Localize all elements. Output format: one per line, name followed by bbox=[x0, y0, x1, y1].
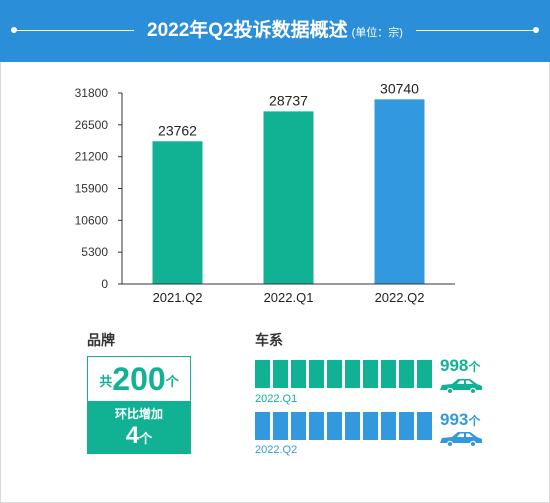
brand-total: 共200个 bbox=[88, 357, 190, 401]
series-count-q1: 998个 bbox=[440, 356, 480, 376]
x-tick-label: 2022.Q2 bbox=[375, 290, 425, 305]
brand-total-prefix: 共 bbox=[99, 374, 113, 389]
series-bar-segment bbox=[291, 360, 306, 388]
series-bar-segment bbox=[309, 412, 324, 440]
brand-change-value: 4 bbox=[125, 422, 140, 449]
x-tick-label: 2021.Q2 bbox=[153, 290, 203, 305]
bar-value-label: 30740 bbox=[380, 80, 419, 96]
series-section-title: 车系 bbox=[255, 332, 283, 348]
y-axis: 0 5300 10600 15900 21200 26500 31800 bbox=[75, 86, 123, 291]
car-icon bbox=[440, 432, 482, 448]
series-count-q1-value: 998 bbox=[440, 356, 469, 375]
series-count-q1-unit: 个 bbox=[468, 360, 481, 374]
bar-value-label: 23762 bbox=[158, 122, 197, 138]
page-title: 2022年Q2投诉数据概述 (单位：宗) bbox=[0, 18, 550, 46]
series-bar-segment bbox=[363, 360, 378, 388]
y-tick-label: 10600 bbox=[75, 213, 109, 227]
series-count-q2-value: 993 bbox=[440, 410, 469, 429]
brand-change: 环比增加 4个 bbox=[88, 401, 190, 453]
series-bar-segment bbox=[327, 412, 342, 440]
series-count-q2-unit: 个 bbox=[468, 414, 481, 428]
series-bar-segment bbox=[399, 412, 414, 440]
y-tick-label: 15900 bbox=[75, 182, 109, 196]
series-bar-segment bbox=[345, 360, 360, 388]
series-bar-segment bbox=[417, 412, 432, 440]
x-axis: 2021.Q2 2022.Q1 2022.Q2 bbox=[122, 283, 455, 305]
series-bar-segment bbox=[363, 412, 378, 440]
series-bar-segment bbox=[381, 412, 396, 440]
x-tick-label: 2022.Q1 bbox=[264, 290, 314, 305]
series-bar-segment bbox=[399, 360, 414, 388]
y-tick-label: 5300 bbox=[81, 245, 108, 259]
bars: 23762 28737 30740 bbox=[152, 80, 425, 284]
series-bar-segment bbox=[417, 360, 432, 388]
brand-change-label: 环比增加 bbox=[114, 407, 163, 421]
bar-2022.Q2 bbox=[374, 99, 425, 284]
series-bar-segment bbox=[255, 360, 270, 388]
y-tick-label: 21200 bbox=[75, 150, 109, 164]
page-title-text: 2022年Q2投诉数据概述 bbox=[147, 20, 348, 41]
car-icon bbox=[440, 379, 482, 395]
bar-2021.Q2 bbox=[152, 141, 203, 284]
banner-line-left bbox=[14, 30, 134, 31]
brand-change-unit: 个 bbox=[139, 431, 153, 446]
bar-value-label: 28737 bbox=[269, 92, 308, 108]
series-bar-segment bbox=[273, 412, 288, 440]
series-period-q2: 2022.Q2 bbox=[255, 444, 298, 456]
series-bar-segment bbox=[309, 360, 324, 388]
banner-line-right bbox=[416, 30, 536, 31]
series-bar-segment bbox=[327, 360, 342, 388]
series-bar-segment bbox=[381, 360, 396, 388]
series-bar-segment bbox=[273, 360, 288, 388]
title-banner: 2022年Q2投诉数据概述 (单位：宗) bbox=[0, 0, 550, 62]
brand-total-unit: 个 bbox=[165, 374, 179, 389]
series-bar-segment bbox=[255, 412, 270, 440]
brand-summary-box: 共200个 环比增加 4个 bbox=[87, 356, 191, 454]
series-bar-segment bbox=[345, 412, 360, 440]
series-count-q2: 993个 bbox=[440, 410, 480, 430]
bar-2022.Q1 bbox=[263, 111, 314, 284]
complaints-bar-chart: 0 5300 10600 15900 21200 26500 31800 23762 2873… bbox=[75, 80, 455, 305]
y-tick-label: 26500 bbox=[75, 118, 109, 132]
brand-section-title: 品牌 bbox=[87, 332, 115, 348]
y-tick-label: 0 bbox=[101, 277, 108, 291]
banner-dot-right bbox=[533, 27, 539, 33]
series-period-q1: 2022.Q1 bbox=[255, 393, 298, 405]
brand-total-value: 200 bbox=[112, 361, 166, 397]
banner-dot-left bbox=[11, 27, 17, 33]
y-tick-label: 31800 bbox=[75, 86, 109, 100]
series-bar-segment bbox=[291, 412, 306, 440]
unit-note: (单位：宗) bbox=[351, 27, 403, 39]
